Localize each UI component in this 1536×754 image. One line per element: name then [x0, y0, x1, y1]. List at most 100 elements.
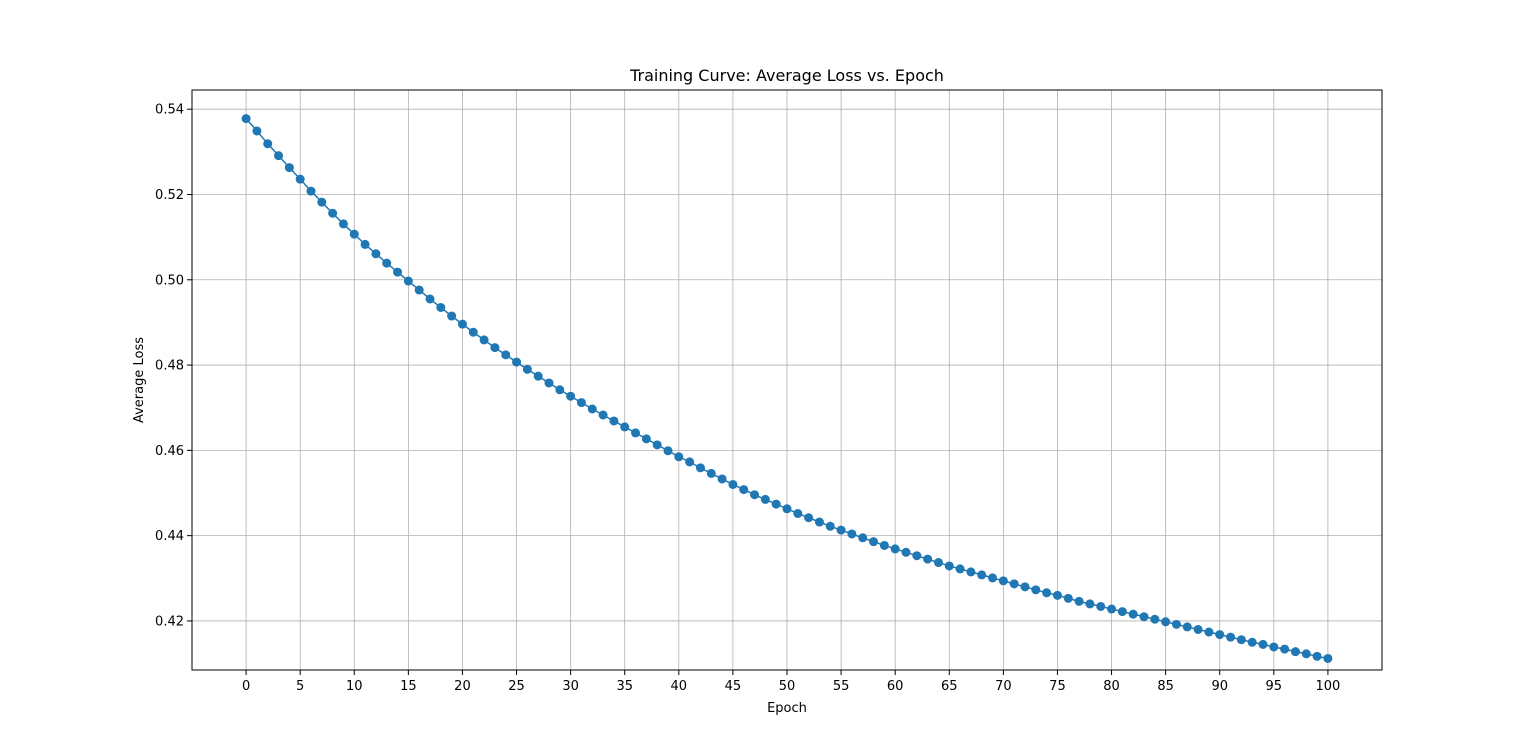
data-point [890, 544, 900, 554]
data-point [328, 208, 338, 218]
data-point [674, 452, 684, 462]
data-point [490, 343, 500, 353]
data-point [284, 163, 294, 173]
x-tick-label: 40 [671, 679, 688, 694]
data-point [544, 378, 554, 388]
data-point [457, 319, 467, 329]
x-axis-label: Epoch [767, 701, 807, 716]
y-tick-label: 0.44 [155, 529, 184, 544]
data-point [933, 558, 943, 568]
data-point [252, 126, 262, 136]
data-point [1031, 585, 1041, 595]
data-point [263, 139, 273, 149]
data-point [771, 499, 781, 509]
axis-ticks: 0 5 10 15 20 25 30 35 40 45 50 55 60 65 70 75 80 85 90 95 10… [155, 103, 1340, 694]
data-point [1226, 632, 1236, 642]
data-point [923, 554, 933, 564]
data-point [468, 327, 478, 337]
data-point [620, 422, 630, 432]
data-point [436, 303, 446, 312]
data-point [901, 547, 911, 557]
x-tick-label: 100 [1315, 679, 1340, 694]
data-point [717, 474, 727, 484]
data-point [1139, 612, 1149, 622]
data-point [338, 219, 348, 229]
data-point [1150, 614, 1160, 624]
data-point [814, 517, 824, 527]
data-point [836, 525, 846, 535]
data-point [944, 561, 954, 571]
x-tick-label: 25 [508, 679, 525, 694]
data-point [858, 533, 868, 543]
x-tick-label: 65 [941, 679, 958, 694]
data-point [695, 463, 705, 473]
data-point [1063, 593, 1073, 603]
data-point [739, 485, 749, 495]
data-point [598, 410, 608, 420]
data-point [706, 468, 716, 478]
y-axis-label: Average Loss [132, 337, 147, 423]
data-point [566, 391, 576, 401]
data-point [879, 540, 889, 550]
data-point [988, 573, 998, 583]
data-point [1301, 649, 1311, 659]
data-point [1009, 579, 1019, 589]
data-point [966, 567, 976, 577]
data-point [1204, 627, 1214, 637]
x-tick-label: 55 [833, 679, 850, 694]
data-point [555, 385, 565, 395]
x-tick-label: 20 [454, 679, 471, 694]
data-point [587, 404, 597, 414]
data-point [1128, 609, 1138, 619]
data-point [403, 276, 413, 286]
x-tick-label: 60 [887, 679, 904, 694]
x-tick-label: 95 [1266, 679, 1283, 694]
x-tick-label: 80 [1103, 679, 1120, 694]
data-point [641, 434, 651, 444]
x-tick-label: 70 [995, 679, 1012, 694]
x-tick-label: 0 [242, 679, 250, 694]
x-tick-label: 15 [400, 679, 417, 694]
data-point [782, 504, 792, 514]
data-point [425, 294, 435, 304]
data-point [1215, 630, 1225, 640]
y-tick-label: 0.52 [155, 188, 184, 203]
chart-title: Training Curve: Average Loss vs. Epoch [629, 66, 944, 85]
data-point [1020, 582, 1030, 592]
data-point [1171, 619, 1181, 629]
x-tick-label: 10 [346, 679, 363, 694]
data-point [912, 551, 922, 561]
y-tick-label: 0.54 [155, 103, 184, 118]
y-tick-label: 0.50 [155, 273, 184, 288]
x-tick-label: 45 [725, 679, 742, 694]
data-point [955, 564, 965, 574]
data-point [501, 350, 511, 360]
data-point [1182, 622, 1192, 632]
data-point [360, 239, 370, 249]
data-point [306, 186, 316, 196]
data-point [393, 267, 403, 277]
data-point [1096, 601, 1106, 611]
data-point [1085, 599, 1095, 609]
data-point [295, 174, 305, 184]
data-point [317, 197, 327, 207]
y-tick-label: 0.48 [155, 359, 184, 374]
data-point [533, 371, 543, 381]
data-point [793, 508, 803, 518]
data-point [750, 490, 760, 500]
data-point [1247, 637, 1257, 647]
x-tick-label: 5 [296, 679, 304, 694]
x-tick-label: 85 [1157, 679, 1174, 694]
data-point [998, 576, 1008, 586]
data-point [1258, 639, 1268, 649]
data-point [977, 570, 987, 580]
data-point [728, 479, 738, 489]
data-point [847, 529, 857, 539]
data-point [869, 537, 879, 547]
data-point [274, 151, 284, 161]
data-point [760, 494, 770, 504]
data-point [241, 114, 251, 124]
data-point [1312, 651, 1322, 661]
data-point [1193, 624, 1203, 634]
